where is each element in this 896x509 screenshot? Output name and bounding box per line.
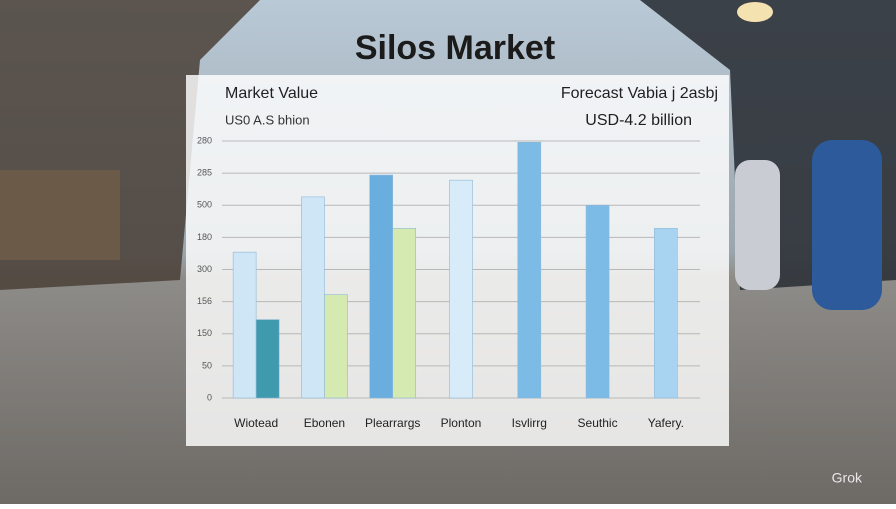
y-tick-label: 0 xyxy=(207,392,212,402)
x-tick-label: Plearrargs xyxy=(365,416,420,430)
annotation: US0 A.S bhion xyxy=(225,112,310,127)
bar xyxy=(392,228,417,399)
chart-title: Silos Market xyxy=(355,29,555,67)
y-tick-label: 500 xyxy=(197,200,212,210)
y-tick-label: 156 xyxy=(197,296,212,306)
bar xyxy=(585,204,610,399)
bar xyxy=(255,319,280,399)
x-tick-label: Seuthic xyxy=(578,416,618,430)
x-tick-label: Isvlirrg xyxy=(512,416,547,430)
bar xyxy=(324,294,348,399)
plot: 0 50 150 156 300 180 500 285 280 Wiotead Ebonen Ple… xyxy=(197,135,700,430)
person xyxy=(735,160,780,290)
watermark: Grok xyxy=(832,470,863,486)
y-tick-label: 180 xyxy=(197,232,212,242)
stall xyxy=(0,170,120,260)
y-tick-label: 150 xyxy=(197,328,212,338)
y-tick-label: 280 xyxy=(197,135,212,145)
bar xyxy=(654,228,678,399)
y-tick-label: 285 xyxy=(197,168,212,178)
annotation: Forecast Vabia j 2asbj xyxy=(561,85,718,102)
annotation: USD-4.2 billion xyxy=(585,112,692,129)
bar xyxy=(369,174,394,399)
x-tick-label: Plonton xyxy=(441,416,482,430)
bar xyxy=(449,179,473,399)
bar xyxy=(232,251,257,399)
y-tick-label: 50 xyxy=(202,360,212,370)
y-tick-label: 300 xyxy=(197,264,212,274)
person xyxy=(812,140,882,310)
bar xyxy=(517,141,542,399)
lamp xyxy=(737,2,773,22)
annotation: Market Value xyxy=(225,85,318,102)
x-tick-label: Yafery. xyxy=(648,416,684,430)
x-tick-label: Wiotead xyxy=(234,416,278,430)
bar xyxy=(301,196,325,399)
x-tick-label: Ebonen xyxy=(304,416,345,430)
